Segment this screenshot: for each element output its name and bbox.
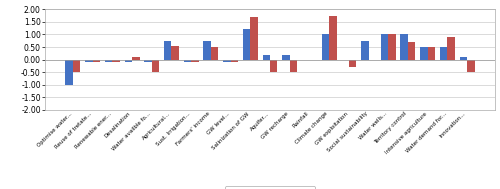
Bar xyxy=(440,47,448,60)
Bar xyxy=(282,55,290,60)
Bar xyxy=(66,60,73,85)
Bar xyxy=(270,60,278,72)
Bar xyxy=(92,60,100,62)
Bar xyxy=(290,60,297,72)
Bar xyxy=(191,60,198,62)
Bar xyxy=(85,60,92,62)
Bar xyxy=(250,17,258,60)
Bar xyxy=(420,47,428,60)
Bar xyxy=(448,37,455,60)
Bar xyxy=(152,60,160,72)
Bar xyxy=(172,46,179,60)
Bar xyxy=(164,41,172,60)
Bar xyxy=(361,41,368,60)
Bar xyxy=(105,60,112,62)
Bar xyxy=(322,35,329,60)
Bar xyxy=(204,41,211,60)
Bar xyxy=(428,47,435,60)
Bar xyxy=(124,60,132,62)
Bar xyxy=(144,60,152,62)
Bar xyxy=(223,60,230,62)
Bar xyxy=(73,60,80,72)
Bar xyxy=(380,35,388,60)
Bar xyxy=(132,57,140,60)
Legend: BAU, GW Over: BAU, GW Over xyxy=(225,186,316,189)
Bar xyxy=(329,16,336,60)
Bar xyxy=(211,47,218,60)
Bar xyxy=(400,35,408,60)
Bar xyxy=(349,60,356,67)
Bar xyxy=(467,60,474,72)
Bar xyxy=(262,55,270,60)
Bar xyxy=(460,57,467,60)
Bar xyxy=(388,35,396,60)
Bar xyxy=(112,60,120,62)
Bar xyxy=(184,60,191,62)
Bar xyxy=(230,60,238,62)
Bar xyxy=(243,29,250,60)
Bar xyxy=(408,42,416,60)
